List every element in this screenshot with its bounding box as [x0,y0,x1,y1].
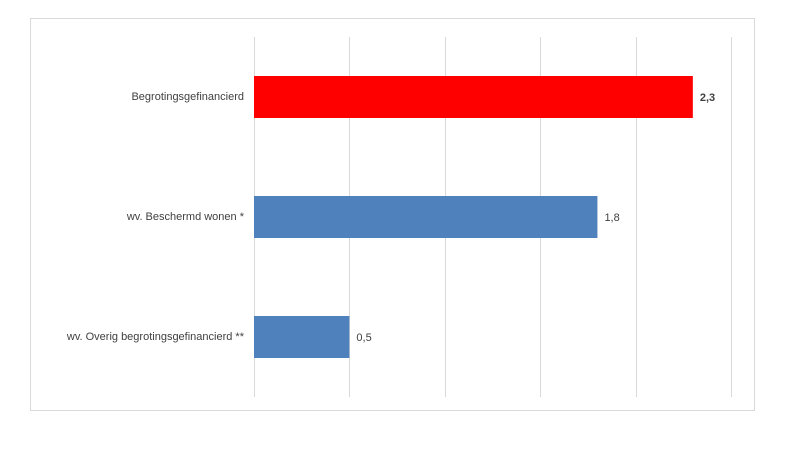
bar [254,316,350,358]
value-label: 0,5 [356,332,371,344]
y-tick-label: wv. Overig begrotingsgefinancierd ** [66,331,245,343]
y-tick-label: Begrotingsgefinancierd [131,91,244,103]
y-tick-label: wv. Beschermd wonen * [126,211,245,223]
value-label: 1,8 [604,212,619,224]
value-label: 2,3 [700,92,715,104]
bar [254,196,598,238]
bar [254,76,693,118]
